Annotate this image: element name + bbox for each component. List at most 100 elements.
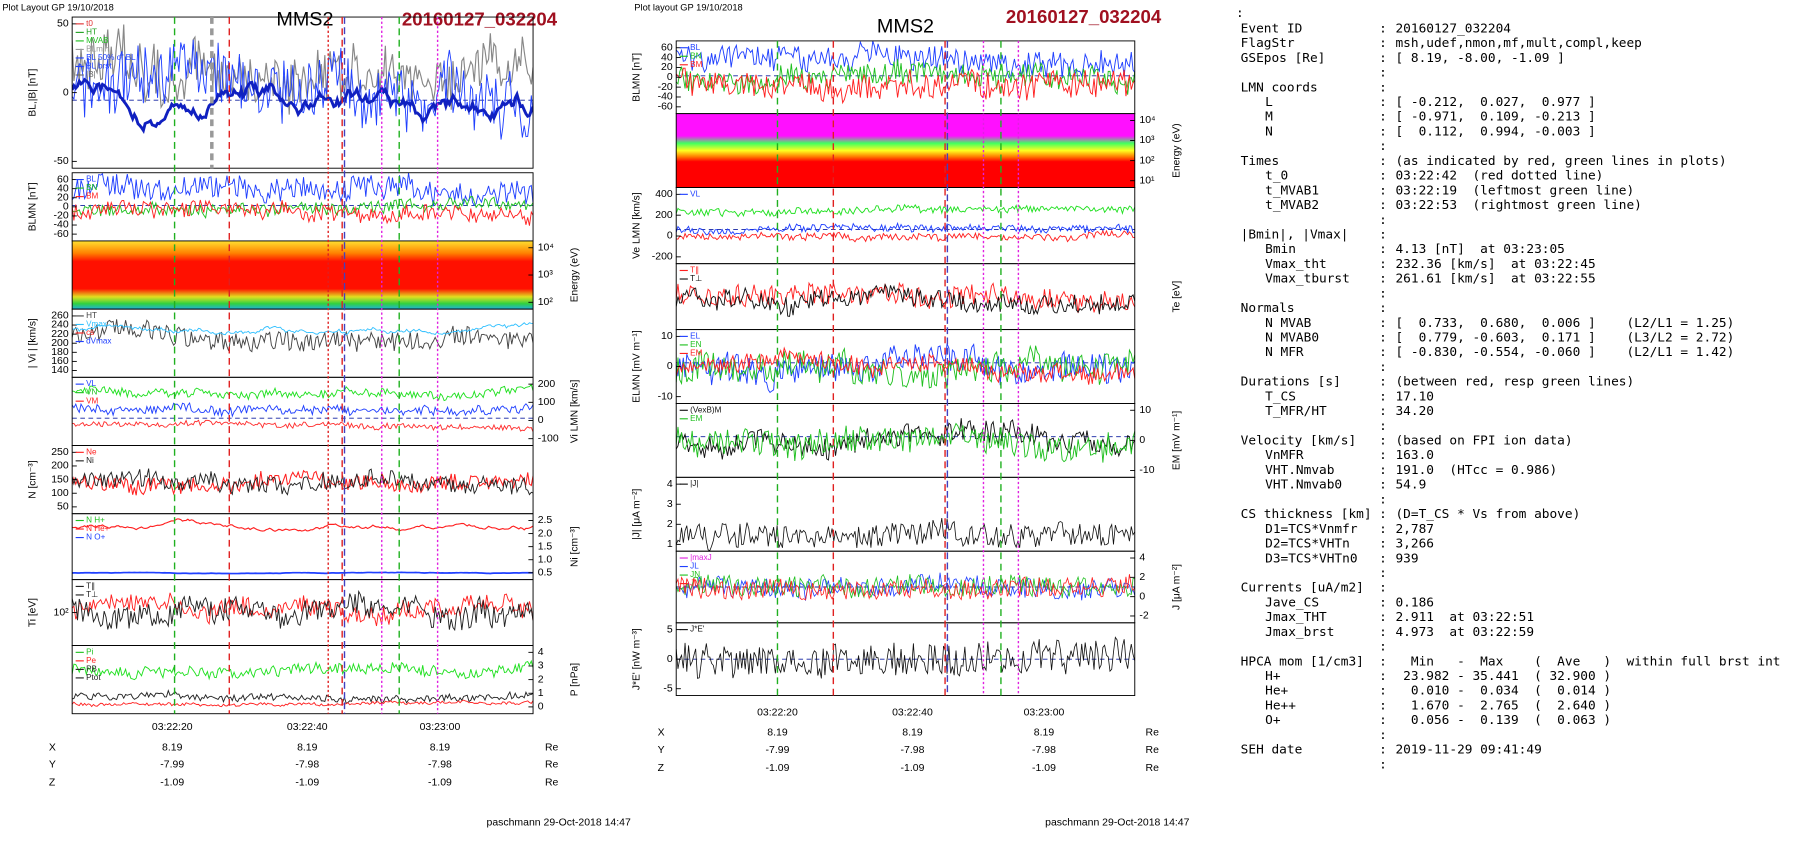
position-cell: Re xyxy=(545,778,559,789)
position-cell: Y xyxy=(658,745,665,756)
info-label: D1=TCS*Vnmfr xyxy=(1265,521,1358,536)
x-tick-label: 03:23:00 xyxy=(1024,707,1065,718)
info-value: 4.13 [nT] at 03:23:05 xyxy=(1395,241,1564,256)
y-tick-label: 200 xyxy=(655,210,673,221)
info-label: GSEpos [Re] xyxy=(1241,50,1326,65)
panel-frame xyxy=(675,476,1136,552)
legend-label: T∥ xyxy=(86,582,95,591)
info-label: N MVAB xyxy=(1265,315,1312,330)
position-cell: Re xyxy=(545,760,559,771)
y-tick-label: -40 xyxy=(658,92,673,103)
spectrogram xyxy=(676,113,1135,188)
colon: : xyxy=(1379,668,1387,683)
colon: : xyxy=(1379,374,1387,389)
colon: : xyxy=(1379,79,1387,94)
y-tick-label: 2.0 xyxy=(538,528,553,539)
colon: : xyxy=(1379,212,1387,227)
info-label: Jmax_brst xyxy=(1265,624,1334,639)
y-tick-label: 2 xyxy=(1139,572,1145,583)
info-value: 261.61 [km/s] at 03:22:55 xyxy=(1395,271,1595,286)
y-tick-label: 180 xyxy=(51,347,69,358)
colon: : xyxy=(1379,565,1387,580)
y-tick-label: 2.5 xyxy=(538,515,553,526)
legend-label: VL xyxy=(690,190,700,199)
legend-label: JL xyxy=(690,562,699,571)
legend-label: EN xyxy=(690,340,702,349)
info-value: 232.36 [km/s] at 03:22:45 xyxy=(1395,256,1595,271)
y-tick-label: -60 xyxy=(658,102,673,113)
trace xyxy=(72,77,534,135)
colon: : xyxy=(1379,109,1387,124)
info-value: [ -0.212, 0.027, 0.977 ] xyxy=(1395,94,1595,109)
y-tick-label: 40 xyxy=(57,183,69,194)
colon: : xyxy=(1379,389,1387,404)
info-value: 0.186 xyxy=(1395,595,1434,610)
trace xyxy=(72,383,534,402)
panel-frame xyxy=(675,402,1136,478)
info-value: 191.0 (HTcc = 0.986) xyxy=(1395,462,1557,477)
colon: : xyxy=(1379,124,1387,139)
info-value: 23.982 - 35.441 ( 32.900 ) xyxy=(1395,668,1611,683)
trace xyxy=(676,221,1135,236)
trace xyxy=(72,699,534,708)
legend-label: EL xyxy=(690,332,700,341)
colon: : xyxy=(1379,521,1387,536)
legend-label: Ne xyxy=(86,448,97,457)
y-tick-label: 140 xyxy=(51,365,69,376)
info-label: SEH date xyxy=(1241,742,1303,757)
y-tick-label: 0 xyxy=(667,361,673,372)
page-header: Plot layout GP 19/10/2018 xyxy=(634,2,742,12)
y-tick-label: 40 xyxy=(661,52,673,63)
y-tick-label: 10⁴ xyxy=(1139,115,1155,126)
info-label: D3=TCS*VHTn0 xyxy=(1265,550,1357,565)
y-tick-label: 10⁴ xyxy=(538,243,554,254)
x-tick-label: 03:23:00 xyxy=(420,722,461,733)
position-cell: Y xyxy=(49,760,56,771)
y-tick-label: 3 xyxy=(667,499,673,510)
info-label: O+ xyxy=(1265,712,1281,727)
legend-label: Pi xyxy=(86,648,93,657)
y-tick-label: 250 xyxy=(51,447,69,458)
legend-label: PB xyxy=(86,665,97,674)
colon: : xyxy=(1379,698,1387,713)
info-label: Currents [uA/m2] xyxy=(1241,580,1364,595)
trace xyxy=(72,468,534,496)
colon: : xyxy=(1236,5,1244,20)
colon: : xyxy=(1379,433,1387,448)
colon: : xyxy=(1379,65,1387,80)
info-label: Velocity [km/s] xyxy=(1241,433,1357,448)
y-tick-label: 160 xyxy=(51,356,69,367)
trace xyxy=(72,199,534,226)
colon: : xyxy=(1379,138,1387,153)
colon: : xyxy=(1379,344,1387,359)
info-label: T_CS xyxy=(1265,389,1296,404)
axis-label: Energy (eV) xyxy=(1171,123,1182,178)
y-tick-label: 4 xyxy=(1139,553,1145,564)
position-cell: -1.09 xyxy=(901,763,925,774)
axis-label: Ve LMN [km/s] xyxy=(631,192,642,259)
info-value: 3,266 xyxy=(1395,536,1434,551)
info-label: HPCA mom [1/cm3] xyxy=(1241,653,1364,668)
trace xyxy=(676,283,1135,317)
info-label: t_0 xyxy=(1265,168,1288,183)
info-value: 54.9 xyxy=(1395,477,1426,492)
legend-label: BL brst xyxy=(86,62,112,71)
y-tick-label: -20 xyxy=(658,82,673,93)
y-tick-label: 5 xyxy=(667,624,673,635)
y-tick-label: -10 xyxy=(658,391,673,402)
legend-label: EM xyxy=(690,414,703,423)
legend-label: BL xyxy=(690,43,700,52)
y-tick-label: 0 xyxy=(63,202,69,213)
info-value: 2,787 xyxy=(1395,521,1434,536)
position-cell: Z xyxy=(658,763,664,774)
colon: : xyxy=(1379,492,1387,507)
axis-label: Vi LMN [km/s] xyxy=(570,380,581,444)
position-cell: Re xyxy=(1146,745,1160,756)
trace xyxy=(676,346,1135,385)
legend-label: VL xyxy=(86,379,96,388)
position-cell: Z xyxy=(49,778,55,789)
position-cell: -7.99 xyxy=(766,745,790,756)
y-tick-label: 60 xyxy=(57,174,69,185)
info-value: 2019-11-29 09:41:49 xyxy=(1395,742,1541,757)
y-tick-label: 100 xyxy=(538,397,556,408)
